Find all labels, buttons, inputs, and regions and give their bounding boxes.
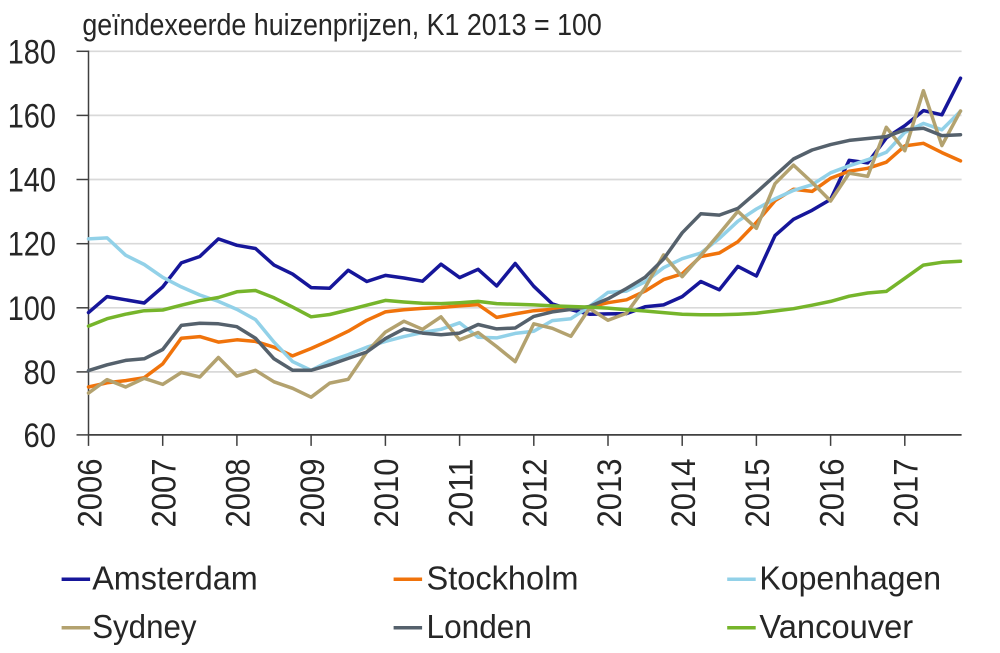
- svg-text:Sydney: Sydney: [92, 608, 197, 645]
- svg-text:Vancouver: Vancouver: [759, 608, 913, 645]
- svg-text:80: 80: [24, 354, 57, 392]
- svg-text:180: 180: [8, 33, 56, 71]
- svg-text:2007: 2007: [146, 459, 184, 528]
- svg-text:60: 60: [24, 417, 57, 455]
- svg-text:Kopenhagen: Kopenhagen: [759, 560, 941, 597]
- svg-text:160: 160: [8, 97, 56, 135]
- svg-text:2006: 2006: [71, 459, 109, 528]
- svg-text:Amsterdam: Amsterdam: [92, 560, 258, 597]
- svg-text:geïndexeerde huizenprijzen, K1: geïndexeerde huizenprijzen, K1 2013 = 10…: [82, 7, 601, 42]
- svg-text:2008: 2008: [220, 459, 258, 528]
- svg-text:2009: 2009: [294, 459, 332, 528]
- svg-text:100: 100: [8, 290, 56, 328]
- svg-text:Stockholm: Stockholm: [427, 560, 579, 597]
- svg-text:140: 140: [8, 162, 56, 200]
- svg-text:2013: 2013: [591, 459, 629, 528]
- svg-text:2017: 2017: [888, 459, 926, 528]
- svg-text:Londen: Londen: [427, 608, 532, 645]
- svg-text:120: 120: [8, 226, 56, 264]
- svg-text:2014: 2014: [665, 459, 703, 528]
- svg-text:2015: 2015: [739, 459, 777, 528]
- svg-text:2011: 2011: [442, 459, 480, 528]
- svg-text:2012: 2012: [517, 459, 555, 528]
- svg-text:2016: 2016: [813, 459, 851, 528]
- svg-text:2010: 2010: [368, 459, 406, 528]
